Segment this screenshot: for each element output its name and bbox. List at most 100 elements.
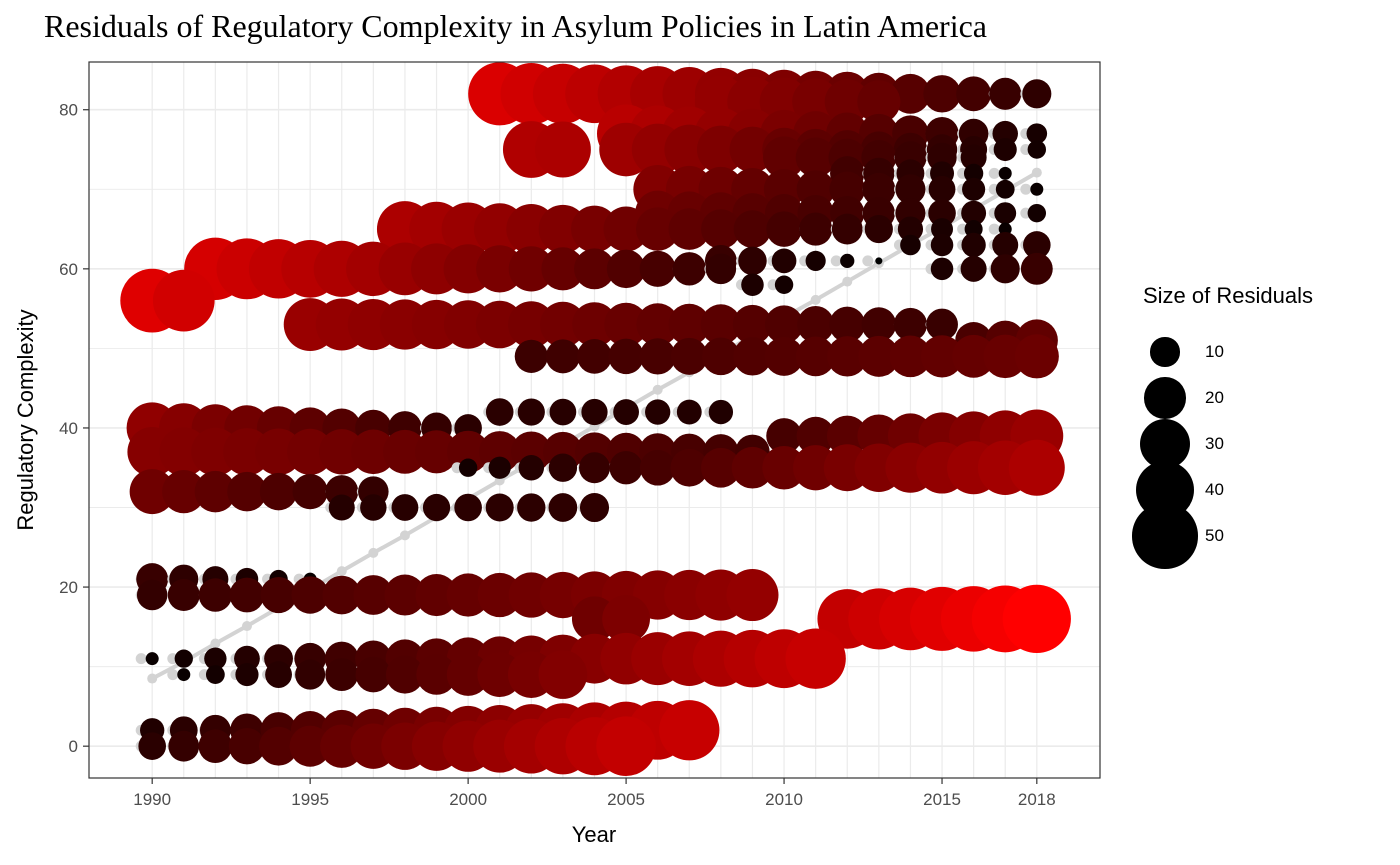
residual-point [766,211,802,247]
residual-point [198,578,233,612]
residual-point [1027,203,1047,223]
residual-point [930,233,954,257]
fitted-value-point [862,255,874,267]
residual-point [766,418,802,454]
residual-point [198,729,233,764]
legend-title: Size of Residuals [1143,283,1313,308]
residual-point [545,339,580,374]
legend-item: 30 [1139,418,1343,470]
residual-point [705,253,737,285]
residual-point [518,454,545,481]
residual-point [897,216,924,242]
residual-point [764,336,804,376]
residual-point [762,445,806,490]
residual-point [994,202,1017,225]
residual-point [517,398,545,426]
residual-point [762,136,806,179]
x-tick-label: 2018 [1018,790,1056,809]
legend-size-label: 10 [1205,342,1224,361]
data-points [120,62,1071,776]
fitted-point [1031,167,1042,178]
residual-point [485,398,514,426]
residual-point [961,232,986,258]
residual-point [831,213,863,245]
residual-point [289,725,331,767]
residual-point [477,572,522,618]
residual-point [639,449,676,486]
residual-point [446,573,490,617]
residual-point [960,144,987,171]
residual-point [964,220,983,239]
residual-point [416,654,457,695]
legend-size-label: 20 [1205,388,1224,407]
residual-point [797,306,835,344]
y-tick-label: 80 [59,101,78,120]
residual-point [204,647,227,670]
fitted-value-point [135,653,147,665]
residual-point [795,336,836,377]
residual-point [785,628,846,689]
residual-point [259,726,298,766]
legend-item: 50 [1132,503,1343,569]
residual-point [541,247,585,291]
residual-point [174,649,193,668]
residual-point [962,177,986,201]
residual-point [205,665,225,684]
residual-point [613,399,639,425]
residual-point [145,652,159,666]
residual-point [792,78,840,126]
residual-point [168,730,200,762]
residual-point [961,200,987,226]
residual-point [995,179,1015,199]
x-tick-label: 1995 [291,790,329,809]
residual-point [548,493,578,522]
residual-point [292,473,328,510]
residual-point [138,732,166,760]
residual-point [708,399,734,425]
residual-point [861,307,897,342]
residual-point [920,335,964,378]
residual-point [478,431,521,473]
residual-point [738,246,767,276]
residual-point [608,338,644,375]
residual-point [476,245,524,293]
residual-point [508,572,554,618]
residual-point [287,428,334,475]
residual-point [227,471,267,512]
residual-point [579,492,610,523]
residual-point [136,579,168,611]
residual-point [928,175,956,203]
residual-point [1026,123,1048,144]
x-tick-label: 2000 [449,790,487,809]
residual-point [701,447,741,488]
residual-point [383,429,427,474]
residual-point [862,172,896,206]
residual-point [571,205,618,253]
residual-point [355,656,392,693]
fitted-point [842,276,853,287]
residual-point [538,650,588,699]
residual-point [295,659,326,690]
x-tick-label: 2005 [607,790,645,809]
y-axis-ticks: 0 20 40 60 80 [59,101,89,756]
residual-point [1014,334,1059,379]
residual-point [890,73,931,114]
residual-point [514,339,548,373]
residual-point [228,728,266,765]
residual-point [1020,252,1053,285]
residual-point [319,429,365,475]
residual-point [864,214,893,244]
residual-point [826,415,868,457]
residual-point [931,218,953,241]
legend-size-dot [1144,377,1186,419]
residual-point [548,453,578,482]
residual-point [659,700,720,761]
residual-point [893,307,928,342]
residual-point [152,269,215,332]
y-axis-title: Regulatory Complexity [13,309,38,530]
residual-point [670,337,708,375]
residual-point [668,208,711,250]
chart-title: Residuals of Regulatory Complexity in As… [44,8,987,44]
fitted-value-point [830,255,842,267]
residual-point [454,493,482,522]
